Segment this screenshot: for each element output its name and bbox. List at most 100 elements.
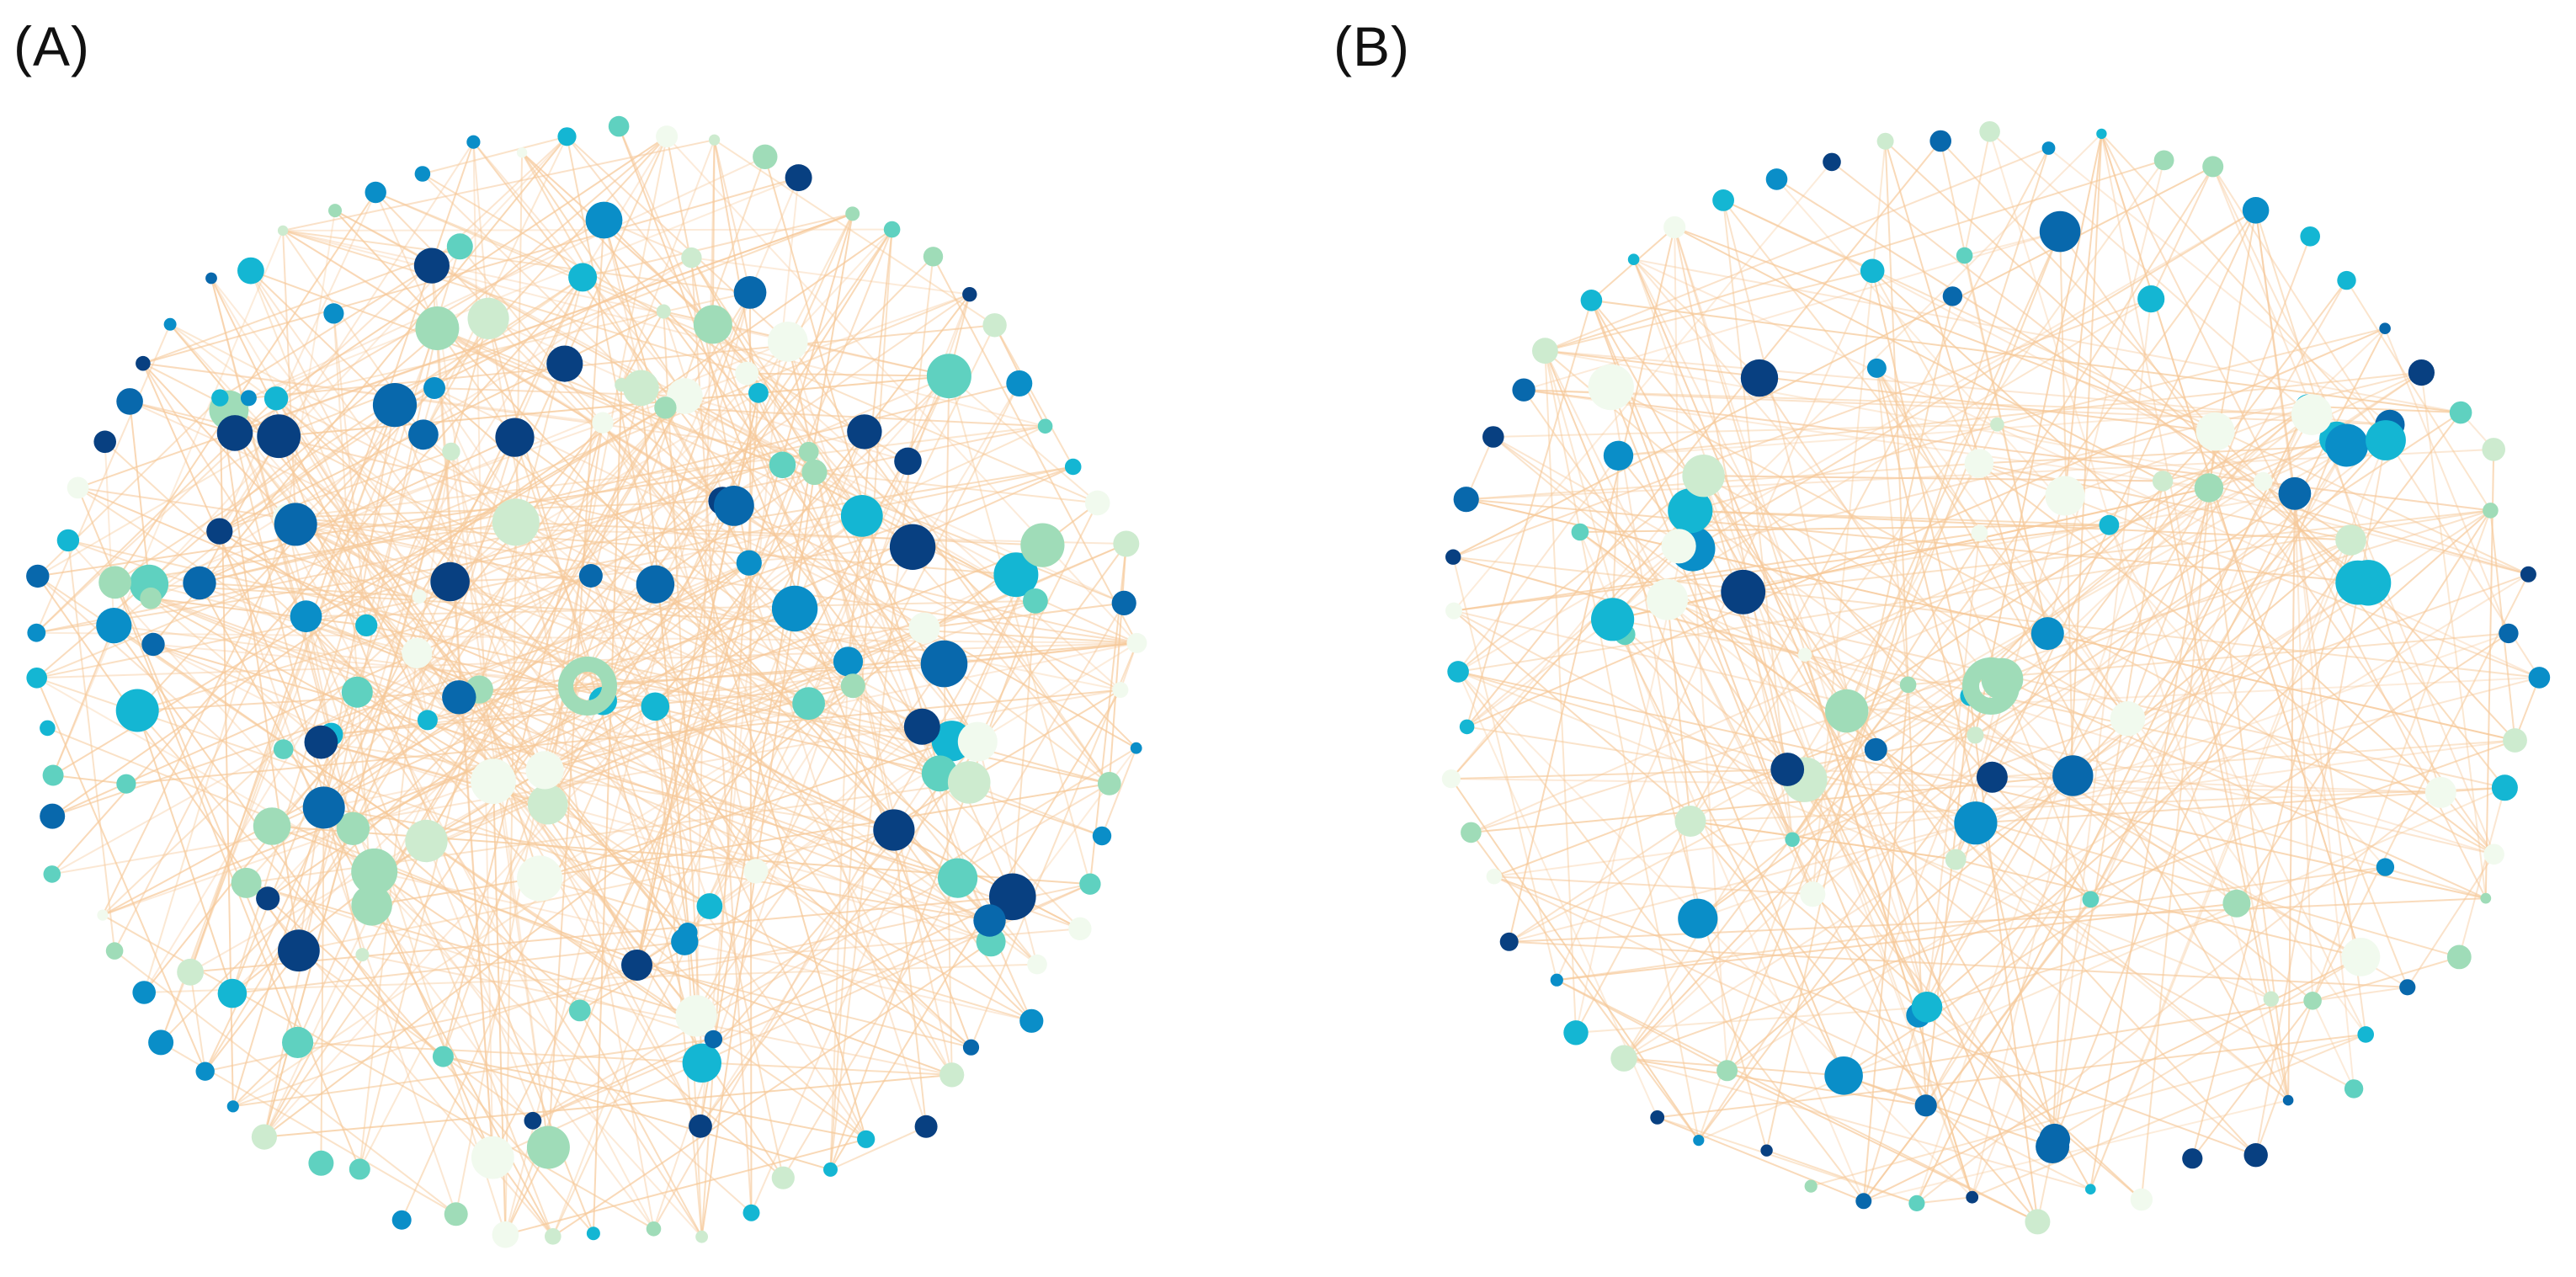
network-edge xyxy=(425,840,550,1148)
network-edge xyxy=(36,293,971,679)
network-edge xyxy=(375,191,1099,504)
network-node xyxy=(1019,1008,1044,1033)
network-node xyxy=(709,134,721,146)
network-node xyxy=(1797,647,1812,662)
network-node xyxy=(2291,394,2333,435)
network-edge xyxy=(1466,545,1679,728)
network-edge xyxy=(1457,671,1865,1202)
network-node xyxy=(903,708,940,745)
network-node xyxy=(304,725,338,759)
network-edge xyxy=(620,139,716,386)
network-edge xyxy=(1845,231,2062,712)
network-edge xyxy=(1845,710,2257,1156)
network-edge xyxy=(35,136,568,634)
network-edge xyxy=(948,375,1099,504)
network-edge xyxy=(320,807,325,1163)
network-node xyxy=(177,958,205,986)
network-edge xyxy=(283,228,892,231)
network-edge xyxy=(2052,298,2153,1147)
network-edge xyxy=(1726,231,2062,1072)
network-node xyxy=(1445,549,1461,565)
network-node xyxy=(1663,215,1686,239)
network-node xyxy=(2025,1209,2051,1235)
network-edge xyxy=(426,599,1036,842)
network-edge xyxy=(478,425,1046,691)
network-node xyxy=(402,637,433,669)
network-node xyxy=(2335,560,2381,605)
network-node xyxy=(1097,772,1121,795)
hub-node xyxy=(558,657,617,716)
network-edge xyxy=(77,487,895,831)
network-edge xyxy=(2052,439,2338,1147)
network-edge xyxy=(246,881,714,1040)
network-edge xyxy=(189,971,206,1072)
network-node xyxy=(2096,128,2107,140)
network-edge xyxy=(160,256,934,1044)
network-node xyxy=(56,529,80,552)
network-node xyxy=(277,225,289,237)
network-node xyxy=(742,1204,760,1221)
network-edge xyxy=(686,932,703,1237)
network-edge xyxy=(1940,140,2359,583)
network-edge xyxy=(1876,368,2092,900)
network-edge xyxy=(829,229,893,1170)
network-node xyxy=(923,247,944,267)
network-edge xyxy=(1450,778,1700,1141)
network-edge xyxy=(374,870,581,1012)
network-node xyxy=(240,390,257,407)
network-edge xyxy=(36,677,375,873)
network-edge xyxy=(1509,676,2540,943)
network-edge xyxy=(323,719,428,809)
network-node xyxy=(748,382,769,403)
network-node xyxy=(492,1221,519,1248)
network-node xyxy=(1712,189,1734,211)
network-node xyxy=(2082,891,2100,908)
network-node xyxy=(1770,753,1805,786)
network-node xyxy=(957,721,998,762)
network-edge xyxy=(2108,524,2367,1035)
network-edge xyxy=(169,323,1038,966)
network-node xyxy=(1023,588,1048,614)
panel-a-label: (A) xyxy=(13,15,90,77)
network-edge xyxy=(2262,481,2506,789)
network-node xyxy=(641,692,670,721)
network-edge xyxy=(602,422,810,705)
network-node xyxy=(273,739,294,759)
network-edge xyxy=(2345,279,2492,511)
network-edge xyxy=(275,397,972,1048)
network-edge xyxy=(36,631,1137,644)
network-edge xyxy=(1611,619,2056,1141)
network-edge xyxy=(1843,999,2313,1077)
network-edge xyxy=(148,136,568,585)
network-edge xyxy=(1623,739,2515,1060)
network-node xyxy=(516,147,528,158)
network-edge xyxy=(1632,258,1973,1198)
network-edge xyxy=(35,323,172,634)
network-edge xyxy=(2054,956,2361,1141)
network-node xyxy=(568,263,598,292)
network-node xyxy=(302,786,345,829)
network-node xyxy=(962,1039,980,1056)
network-edge xyxy=(1457,455,1620,673)
network-node xyxy=(116,774,136,794)
network-edge xyxy=(436,327,494,1158)
network-node xyxy=(423,377,445,399)
network-edge xyxy=(1556,270,1874,981)
network-node xyxy=(336,811,370,845)
network-node xyxy=(413,247,450,284)
network-node xyxy=(1945,849,1967,870)
network-node xyxy=(1716,1060,1738,1082)
network-node xyxy=(140,587,162,609)
network-edge xyxy=(2236,509,2492,904)
network-edge xyxy=(1876,367,2367,1035)
network-edge xyxy=(450,451,549,805)
network-node xyxy=(908,612,940,644)
network-edge xyxy=(1450,475,1705,780)
network-node xyxy=(608,115,630,137)
network-node xyxy=(2194,473,2224,503)
network-edge xyxy=(450,575,591,583)
network-edge xyxy=(2287,493,2296,1101)
network-edge xyxy=(234,212,854,434)
network-edge xyxy=(1632,258,1760,379)
network-edge xyxy=(1674,226,2164,482)
